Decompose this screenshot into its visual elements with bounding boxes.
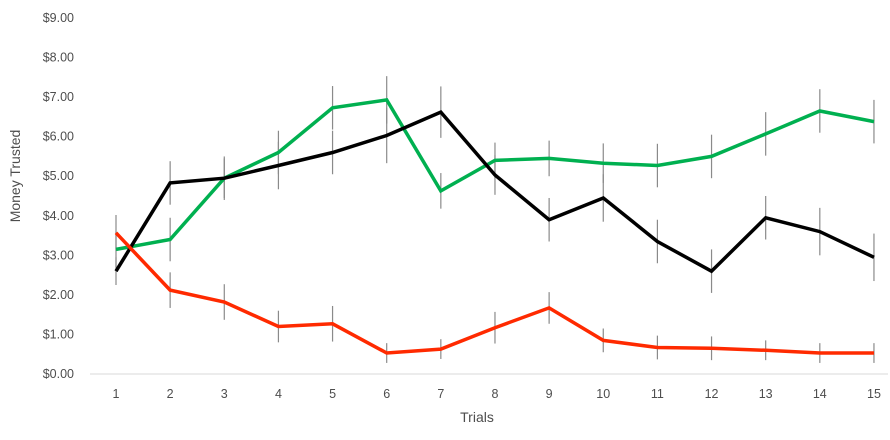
x-tick-label: 15 <box>867 387 881 401</box>
x-tick-label: 9 <box>546 387 553 401</box>
series-line-2 <box>114 109 875 274</box>
y-tick-label: $1.00 <box>43 327 74 341</box>
y-tick-label: $7.00 <box>43 90 74 104</box>
x-tick-label: 5 <box>329 387 336 401</box>
y-tick-label: $2.00 <box>43 288 74 302</box>
y-tick-label: $8.00 <box>43 51 74 65</box>
y-tick-label: $9.00 <box>43 11 74 25</box>
x-tick-label: 11 <box>651 387 664 401</box>
x-tick-label: 7 <box>437 387 444 401</box>
x-tick-label: 2 <box>167 387 174 401</box>
x-tick-label: 12 <box>705 387 719 401</box>
y-tick-label: $6.00 <box>43 130 74 144</box>
y-tick-label: $5.00 <box>43 169 74 183</box>
y-tick-label: $4.00 <box>43 209 74 223</box>
y-tick-label: $0.00 <box>43 367 74 381</box>
y-axis-title: Money Trusted <box>7 130 23 223</box>
x-axis-tick-labels: 1 2 3 4 5 6 7 8 9 10 11 12 13 14 15 <box>113 387 881 401</box>
error-bars <box>115 76 875 363</box>
x-tick-label: 13 <box>759 387 773 401</box>
x-tick-label: 4 <box>275 387 282 401</box>
series-line-1 <box>115 97 875 252</box>
x-tick-label: 8 <box>492 387 499 401</box>
x-tick-label: 10 <box>596 387 610 401</box>
y-tick-label: $3.00 <box>43 248 74 262</box>
x-tick-label: 6 <box>383 387 390 401</box>
x-tick-label: 14 <box>813 387 827 401</box>
y-axis-tick-labels: $0.00 $1.00 $2.00 $3.00 $4.00 $5.00 $6.00 $7.00… <box>43 11 74 381</box>
x-tick-label: 1 <box>113 387 120 401</box>
x-axis-title: Trials <box>460 409 494 425</box>
series-lines <box>114 97 875 355</box>
series-line-3 <box>114 231 874 355</box>
x-tick-label: 3 <box>221 387 228 401</box>
